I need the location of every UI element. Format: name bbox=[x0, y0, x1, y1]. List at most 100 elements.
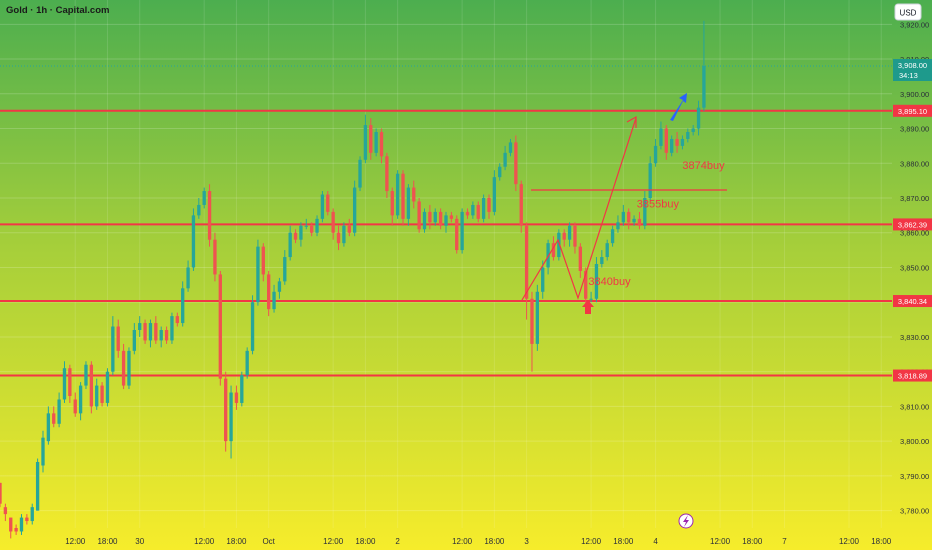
candle-body bbox=[0, 482, 2, 504]
candle-body bbox=[675, 138, 679, 146]
time-tick-label: 18:00 bbox=[484, 537, 505, 546]
candle-body bbox=[315, 218, 319, 233]
candle-body bbox=[191, 215, 196, 268]
time-tick-label: 2 bbox=[395, 537, 400, 546]
candle-body bbox=[299, 225, 303, 240]
candle-body bbox=[14, 528, 18, 532]
candle-body bbox=[594, 264, 599, 299]
candle-body bbox=[702, 66, 706, 108]
current-price-tag bbox=[893, 59, 932, 81]
candle-body bbox=[293, 232, 298, 240]
candle-body bbox=[121, 350, 126, 386]
candle-body bbox=[68, 368, 72, 396]
candle-body bbox=[9, 517, 13, 532]
candles bbox=[0, 20, 706, 539]
candle-body bbox=[73, 399, 77, 414]
candle-body bbox=[385, 156, 389, 192]
chart-title: Gold · 1h · Capital.com bbox=[6, 5, 109, 16]
price-tick-label: 3,780.00 bbox=[900, 507, 929, 516]
time-tick-label: 30 bbox=[135, 537, 144, 546]
candle-body bbox=[487, 198, 491, 212]
time-tick-label: 18:00 bbox=[226, 537, 247, 546]
candle-body bbox=[562, 232, 566, 240]
currency-button[interactable]: USD bbox=[894, 3, 922, 21]
candle-body bbox=[148, 323, 153, 341]
candle-body bbox=[347, 225, 351, 233]
candle-body bbox=[19, 517, 24, 532]
price-tick-label: 3,880.00 bbox=[900, 159, 929, 168]
time-tick-label: 12:00 bbox=[710, 537, 731, 546]
candle-body bbox=[670, 138, 674, 153]
candle-body bbox=[379, 132, 384, 157]
candle-body bbox=[664, 128, 668, 153]
time-axis: 12:00 18:00 30 12:00 18:00 Oct 12:00 18:00 2 12:0… bbox=[65, 537, 892, 546]
candle-body bbox=[584, 270, 588, 299]
candle-body bbox=[331, 211, 335, 233]
candle-body bbox=[202, 191, 206, 205]
candle-body bbox=[648, 163, 652, 198]
candle-body bbox=[132, 330, 137, 351]
candle-body bbox=[637, 218, 642, 226]
time-tick-label: 18:00 bbox=[871, 537, 892, 546]
buy-arrow-icon bbox=[582, 300, 594, 314]
price-tick-label: 3,850.00 bbox=[900, 263, 929, 272]
time-tick-label: 18:00 bbox=[613, 537, 634, 546]
candle-body bbox=[143, 323, 147, 341]
candle-body bbox=[567, 225, 572, 240]
candle-body bbox=[686, 132, 690, 139]
candle-body bbox=[342, 225, 346, 244]
price-tick-label: 3,890.00 bbox=[900, 125, 929, 134]
annotation-label: 3855buy bbox=[637, 199, 680, 211]
price-tick-label: 3,810.00 bbox=[900, 402, 929, 411]
candle-body bbox=[175, 316, 179, 324]
candle-body bbox=[535, 291, 540, 344]
candle-body bbox=[589, 298, 593, 300]
trend-arrowhead bbox=[626, 115, 637, 128]
candle-body bbox=[35, 462, 40, 511]
candle-body bbox=[95, 385, 99, 407]
price-tick-label: 3,830.00 bbox=[900, 333, 929, 342]
time-tick-label: 12:00 bbox=[581, 537, 602, 546]
candle-body bbox=[352, 187, 357, 233]
currency-label: USD bbox=[900, 9, 917, 18]
annotation-label: 3840buy bbox=[588, 276, 631, 288]
candle-body bbox=[530, 298, 534, 344]
level-price-tag bbox=[893, 104, 932, 117]
candle-body bbox=[503, 152, 507, 167]
lightning-icon[interactable] bbox=[678, 513, 694, 529]
candle-body bbox=[659, 128, 663, 146]
candle-body bbox=[116, 326, 120, 351]
candle-body bbox=[159, 330, 163, 341]
candle-body bbox=[363, 125, 368, 160]
candle-body bbox=[369, 125, 373, 153]
candle-body bbox=[455, 218, 459, 251]
candle-body bbox=[412, 187, 416, 202]
candle-body bbox=[546, 243, 550, 268]
time-tick-label: Oct bbox=[262, 537, 275, 546]
price-tick-label: 3,870.00 bbox=[900, 194, 929, 203]
candle-body bbox=[62, 368, 67, 400]
candle-body bbox=[610, 229, 615, 244]
level-price-label: 3,818.89 bbox=[898, 372, 927, 381]
candle-body bbox=[600, 257, 604, 264]
candle-body bbox=[277, 281, 282, 292]
candle-body bbox=[417, 201, 421, 230]
annotation-label: 3874buy bbox=[682, 160, 725, 172]
candle-body bbox=[627, 211, 631, 223]
time-tick-label: 12:00 bbox=[839, 537, 860, 546]
candle-body bbox=[261, 246, 265, 275]
current-price-label: 3,908.00 bbox=[898, 61, 927, 70]
candle-body bbox=[229, 392, 233, 442]
level-price-label: 3,862.39 bbox=[898, 220, 927, 229]
candle-body bbox=[508, 142, 513, 153]
candle-body bbox=[89, 364, 94, 407]
price-tick-label: 3,800.00 bbox=[900, 437, 929, 446]
candle-body bbox=[460, 211, 464, 251]
candle-body bbox=[304, 225, 308, 227]
candle-body bbox=[374, 132, 378, 153]
candle-body bbox=[358, 159, 362, 188]
candle-body bbox=[336, 232, 341, 244]
candle-body bbox=[272, 291, 276, 310]
candle-body bbox=[616, 222, 620, 230]
